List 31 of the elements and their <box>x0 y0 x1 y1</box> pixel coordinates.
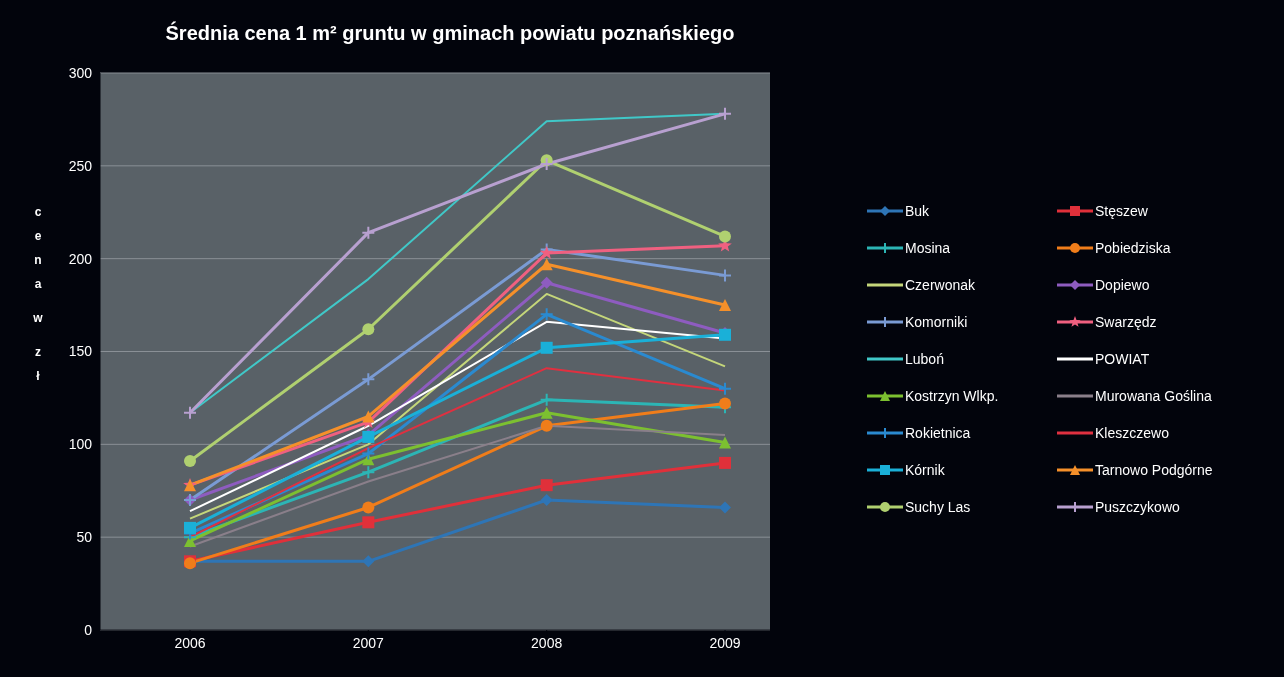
legend-label: Mosina <box>905 240 951 256</box>
legend-label: Luboń <box>905 351 944 367</box>
y-tick-label: 100 <box>68 436 93 453</box>
x-tick-label: 2007 <box>352 634 385 651</box>
legend-label: Rokietnica <box>905 425 971 441</box>
x-tick-label: 2009 <box>709 634 741 651</box>
text: cena w zł <box>33 205 43 383</box>
chart-title: Średnia cena 1 m² gruntu w gminach powiatu poznańskiego <box>164 22 736 45</box>
legend-label: Kostrzyn Wlkp. <box>905 388 999 404</box>
legend-label: Pobiedziska <box>1095 240 1171 256</box>
legend-label: Stęszew <box>1095 203 1148 219</box>
legend-label: Kleszczewo <box>1095 425 1169 441</box>
y-tick-label: 250 <box>68 157 93 174</box>
y-tick-label: 150 <box>68 343 93 360</box>
legend-label: Swarzędz <box>1095 314 1157 330</box>
legend-label: Buk <box>905 203 930 219</box>
legend-label: Puszczykowo <box>1095 499 1180 515</box>
legend-label: Suchy Las <box>905 499 971 515</box>
y-tick-label: 50 <box>76 529 93 546</box>
x-tick-label: 2006 <box>174 634 206 651</box>
legend-label: Murowana Goślina <box>1095 388 1212 404</box>
y-tick-label: 200 <box>68 250 93 267</box>
legend-label: POWIAT <box>1095 351 1150 367</box>
legend-label: Czerwonak <box>905 277 976 293</box>
x-tick-label: 2008 <box>531 634 563 651</box>
legend-label: Komorniki <box>905 314 968 330</box>
legend-label: Tarnowo Podgórne <box>1095 462 1213 478</box>
y-tick-label: 0 <box>84 621 93 638</box>
y-tick-label: 300 <box>68 64 93 81</box>
legend-label: Dopiewo <box>1095 277 1150 293</box>
legend-label: Kórnik <box>905 462 945 478</box>
